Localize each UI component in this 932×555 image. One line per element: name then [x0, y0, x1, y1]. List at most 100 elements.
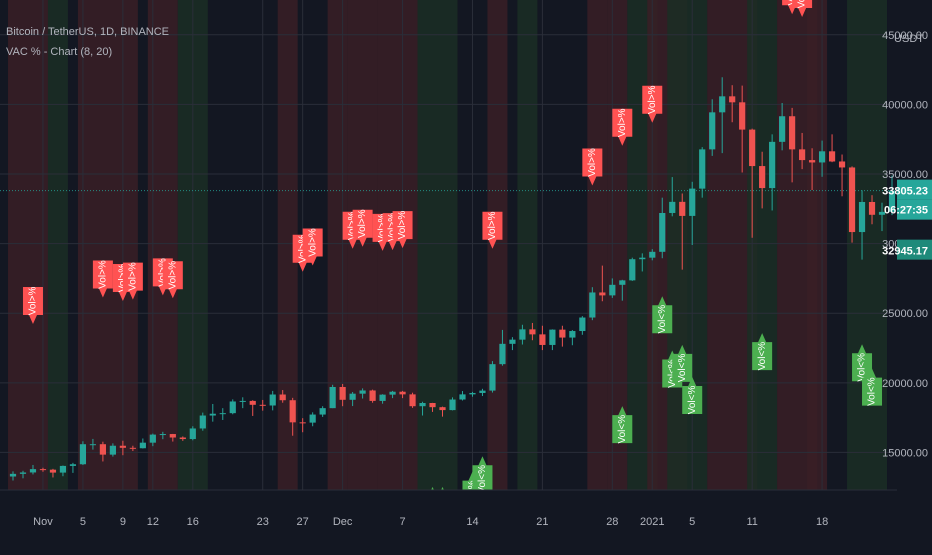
candle-body [529, 329, 536, 335]
background-band [487, 0, 508, 490]
signal-label: Vol>% [307, 228, 318, 257]
low-volume-signal: Vol<% [682, 376, 703, 414]
candle-body [699, 149, 706, 189]
high-volume-signal: Vol>% [92, 260, 113, 298]
candle-body [818, 151, 826, 163]
high-volume-signal: Vol>% [482, 211, 503, 249]
candle-body [749, 129, 756, 167]
candle-body [489, 364, 496, 391]
time-tick-label: 14 [466, 516, 478, 528]
candle-body [789, 116, 796, 150]
signal-flag [22, 286, 43, 324]
high-volume-signal: Vol>% [122, 262, 143, 300]
symbol-legend[interactable]: Bitcoin / TetherUS, 1D, BINANCE [6, 26, 170, 38]
candle-body [669, 201, 676, 213]
signal-flag [862, 368, 883, 406]
signal-label: Vol>% [98, 260, 109, 289]
price-tick-label: 15000.00 [882, 447, 928, 459]
signal-label: Vol<% [867, 377, 878, 406]
indicator-legend[interactable]: VAC % - Chart (8, 20) [6, 46, 113, 58]
signal-label: Vol<% [857, 353, 868, 382]
price-tick-label: 25000.00 [882, 308, 928, 320]
time-tick-label: 12 [147, 516, 159, 528]
candle-body [179, 437, 186, 440]
signal-flag [302, 228, 323, 266]
candle-body [349, 393, 356, 400]
candle-body [29, 469, 37, 473]
candle-body [219, 413, 226, 415]
candle-body [519, 329, 526, 340]
candle-body [239, 400, 246, 402]
price-tick-label: 20000.00 [882, 378, 928, 390]
background-band [277, 0, 298, 490]
time-tick-label: 27 [297, 516, 309, 528]
candle-body [559, 329, 566, 338]
signal-flag [612, 108, 633, 146]
high-volume-signal: Vol>% [392, 211, 413, 249]
candle-body [888, 190, 896, 212]
candle-body [209, 413, 216, 416]
candle-body [309, 414, 316, 423]
high-volume-signal: Vol>% [162, 261, 183, 299]
signal-flag [92, 260, 113, 298]
candle-body [119, 445, 126, 448]
time-tick-label: 23 [257, 516, 269, 528]
candle-body [589, 292, 596, 318]
candle-body [129, 447, 136, 449]
time-tick-label: 9 [120, 516, 126, 528]
candle-body [549, 329, 556, 345]
background-band [327, 0, 348, 490]
candle-body [579, 317, 586, 332]
candle-body [479, 390, 486, 393]
background-band [517, 0, 538, 490]
candle-body [39, 469, 47, 471]
candle-body [339, 386, 346, 400]
background-band [847, 0, 888, 490]
candle-body [878, 211, 886, 215]
candle-body [729, 96, 736, 103]
background-band [77, 0, 138, 490]
time-axis: Nov 5 9 12 16 23 27 Dec 7 14 21 28 2021 5 11 18 [0, 489, 932, 550]
candle-body [359, 390, 366, 394]
high-volume-signal: Vol>% [582, 148, 603, 186]
time-tick-label: 16 [187, 516, 199, 528]
signal-flag [352, 209, 373, 247]
candle-body [509, 339, 516, 344]
high-volume-signal: Vol>% [352, 209, 373, 247]
candle-body [439, 407, 446, 411]
candle-body [279, 394, 286, 401]
time-tick-label: Nov [33, 516, 53, 528]
countdown-tag [897, 199, 932, 220]
candle-body [329, 386, 336, 409]
candle-body [838, 161, 846, 168]
candle-body [169, 434, 176, 438]
candle-body [719, 96, 726, 113]
candle-body [689, 188, 696, 216]
candle-body [449, 399, 456, 411]
candle-body [539, 334, 546, 345]
secondary-price-tag [897, 239, 932, 260]
candle-body [679, 201, 686, 216]
time-tick-label: 5 [689, 516, 695, 528]
candle-body [69, 464, 77, 466]
candle-body [319, 408, 326, 415]
candle-body [639, 257, 646, 260]
low-volume-signal: Vol<% [612, 406, 633, 444]
low-volume-signal: Vol<% [752, 333, 773, 370]
background-band [8, 0, 48, 490]
candle-body [459, 394, 466, 400]
signal-label: Vol>% [167, 261, 178, 290]
price-tick-label: 35000.00 [882, 169, 928, 181]
candle-body [619, 280, 626, 285]
signal-label: Vol>% [397, 211, 408, 240]
signal-label: Vol>% [128, 262, 139, 291]
candle-body [808, 160, 816, 163]
candles [9, 77, 896, 481]
candle-body [649, 251, 656, 258]
time-tick-label: 7 [399, 516, 405, 528]
candle-body [709, 112, 716, 150]
candle-body [249, 400, 256, 405]
signal-label: Vol>% [647, 85, 658, 114]
